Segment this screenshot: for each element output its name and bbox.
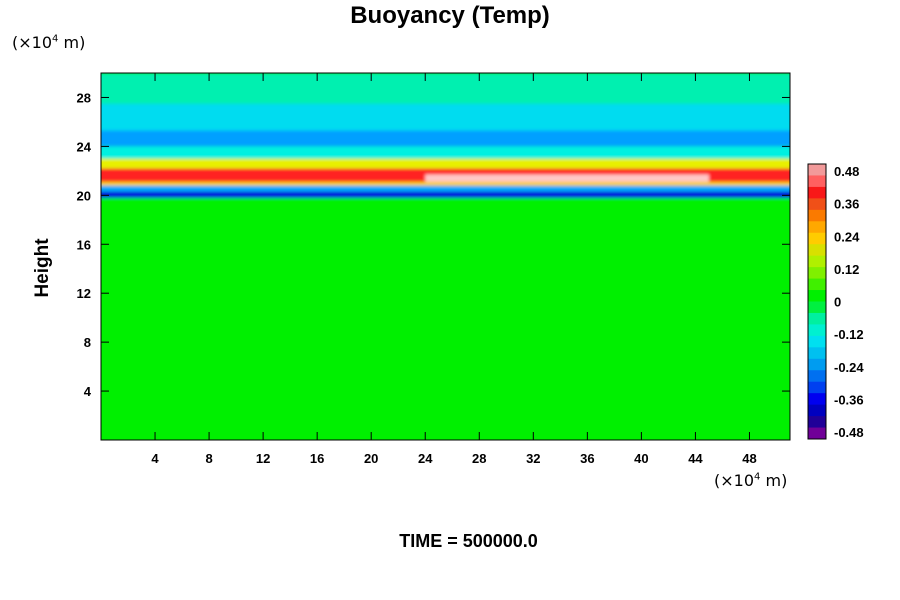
x-tick-label: 8 <box>205 451 212 466</box>
colorbar-swatch <box>808 186 826 199</box>
colorbar-swatch <box>808 301 826 314</box>
colorbar-label: 0.36 <box>834 197 859 212</box>
colorbar-swatch <box>808 290 826 302</box>
colorbar-swatch <box>808 232 826 245</box>
colorbar-swatch <box>808 324 826 337</box>
plot-frame <box>100 72 791 441</box>
colorbar-swatch <box>808 221 826 234</box>
x-tick-label: 32 <box>526 451 540 466</box>
y-tick-label: 12 <box>77 286 91 301</box>
y-tick-label: 20 <box>77 188 91 203</box>
colorbar-swatch <box>808 427 826 440</box>
heatmap-band-5 <box>101 158 790 169</box>
colorbar-swatch <box>808 370 826 383</box>
heatmap-band-2 <box>101 185 790 192</box>
x-tick-label: 44 <box>688 451 703 466</box>
colorbar-swatch <box>808 175 826 188</box>
time-label: TIME = 500000.0 <box>399 531 538 551</box>
colorbar-swatch <box>808 164 826 176</box>
heatmap-band-1 <box>101 191 790 198</box>
heatmap-band-7 <box>101 130 790 147</box>
colorbar-label: -0.24 <box>834 360 864 375</box>
colorbar-swatch <box>808 209 826 222</box>
x-axis: 4 8 12 16 20 24 28 32 36 40 44 48 <box>151 73 757 466</box>
colorbar-label: -0.48 <box>834 425 864 440</box>
y-tick-label: 8 <box>84 335 91 350</box>
colorbar-label: -0.36 <box>834 392 864 407</box>
colorbar-swatch <box>808 347 826 360</box>
colorbar-swatch <box>808 393 826 406</box>
y-axis-unit: (×104 m) <box>12 33 86 52</box>
colorbar-frame <box>807 163 827 440</box>
chart-title: Buoyancy (Temp) <box>350 2 550 29</box>
y-tick-label: 16 <box>77 237 91 252</box>
x-tick-label: 40 <box>634 451 648 466</box>
x-tick-label: 48 <box>742 451 756 466</box>
colorbar-swatch <box>808 244 826 257</box>
colorbar-swatch <box>808 255 826 268</box>
x-tick-label: 24 <box>418 451 433 466</box>
heatmap-band-3 <box>101 181 790 186</box>
x-tick-label: 36 <box>580 451 594 466</box>
colorbar-label: -0.12 <box>834 327 864 342</box>
colorbar-swatch <box>808 198 826 211</box>
heatmap-field <box>101 73 790 440</box>
x-tick-label: 16 <box>310 451 324 466</box>
colorbar-label: 0.24 <box>834 229 860 244</box>
colorbar-label: 0.12 <box>834 262 859 277</box>
colorbar-label: 0 <box>834 295 841 310</box>
colorbar-swatch <box>808 267 826 280</box>
colorbar-label: 0.48 <box>834 164 859 179</box>
colorbar-swatch <box>808 312 826 325</box>
colorbar-swatch <box>808 381 826 394</box>
y-tick-label: 4 <box>84 384 92 399</box>
colorbar: 0.48 0.36 0.24 0.12 0 -0.12 -0.24 -0.36 -0.48 <box>807 163 864 440</box>
colorbar-swatch <box>808 278 826 291</box>
colorbar-swatch <box>808 358 826 371</box>
x-axis-unit: (×104 m) <box>714 471 788 490</box>
colorbar-swatch <box>808 335 826 348</box>
heatmap-band-0 <box>101 197 790 440</box>
y-axis: 4 8 12 16 20 24 28 <box>77 90 790 399</box>
colorbar-swatch <box>808 404 826 417</box>
heatmap-band-9 <box>101 73 790 104</box>
x-tick-label: 20 <box>364 451 378 466</box>
heatmap-band-6 <box>101 146 790 159</box>
x-tick-label: 12 <box>256 451 270 466</box>
y-tick-label: 28 <box>77 90 91 105</box>
colorbar-swatch <box>808 416 826 429</box>
heatmap-band-8 <box>101 103 790 131</box>
x-tick-label: 4 <box>151 451 159 466</box>
heatmap-peak <box>425 174 709 182</box>
x-tick-label: 28 <box>472 451 486 466</box>
y-tick-label: 24 <box>77 139 92 154</box>
